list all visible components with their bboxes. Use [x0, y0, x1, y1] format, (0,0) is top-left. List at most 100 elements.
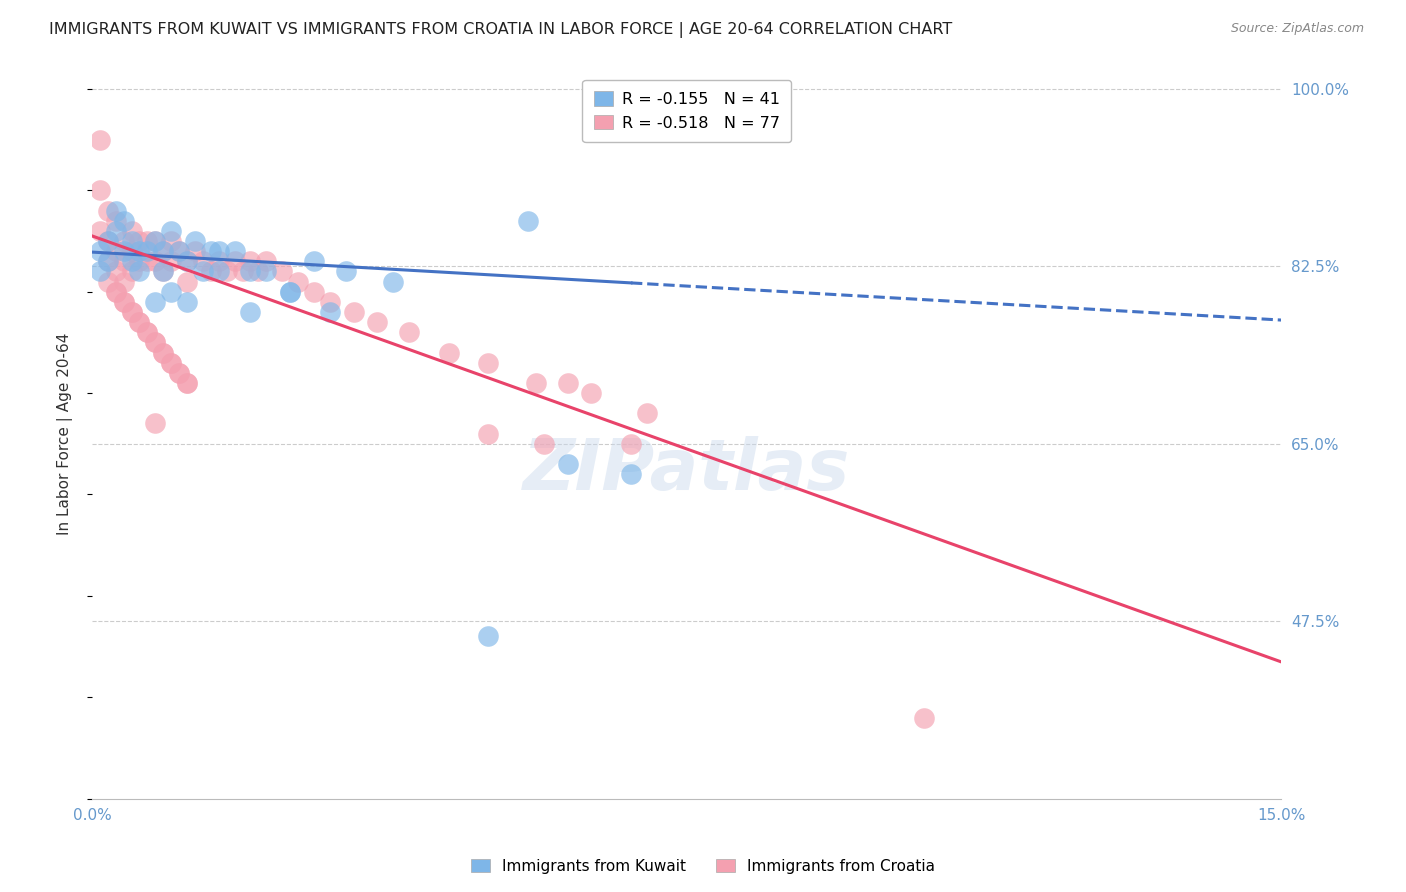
Point — [477, 630, 499, 644]
Point — [200, 244, 222, 258]
Point — [278, 285, 301, 299]
Point — [176, 254, 198, 268]
Legend: R = -0.155   N = 41, R = -0.518   N = 77: R = -0.155 N = 41, R = -0.518 N = 77 — [582, 80, 792, 142]
Point — [128, 315, 150, 329]
Point — [97, 234, 120, 248]
Point — [121, 264, 143, 278]
Y-axis label: In Labor Force | Age 20-64: In Labor Force | Age 20-64 — [58, 333, 73, 535]
Point — [121, 254, 143, 268]
Point — [136, 325, 159, 339]
Point — [143, 417, 166, 431]
Text: Source: ZipAtlas.com: Source: ZipAtlas.com — [1230, 22, 1364, 36]
Text: ZIPatlas: ZIPatlas — [523, 435, 851, 505]
Point — [152, 264, 174, 278]
Point — [104, 224, 127, 238]
Point — [128, 264, 150, 278]
Text: IMMIGRANTS FROM KUWAIT VS IMMIGRANTS FROM CROATIA IN LABOR FORCE | AGE 20-64 COR: IMMIGRANTS FROM KUWAIT VS IMMIGRANTS FRO… — [49, 22, 952, 38]
Point — [143, 335, 166, 350]
Point — [112, 294, 135, 309]
Point — [143, 234, 166, 248]
Point — [247, 264, 270, 278]
Point — [208, 244, 231, 258]
Point — [128, 244, 150, 258]
Point — [477, 356, 499, 370]
Point — [89, 183, 111, 197]
Point — [97, 234, 120, 248]
Point — [912, 711, 935, 725]
Point — [208, 264, 231, 278]
Point — [97, 254, 120, 268]
Point — [152, 345, 174, 359]
Point — [184, 234, 207, 248]
Point — [160, 356, 183, 370]
Point — [128, 254, 150, 268]
Point — [152, 345, 174, 359]
Point — [278, 285, 301, 299]
Point — [287, 275, 309, 289]
Point — [97, 254, 120, 268]
Point — [112, 234, 135, 248]
Point — [160, 356, 183, 370]
Point — [121, 224, 143, 238]
Point — [128, 315, 150, 329]
Point — [524, 376, 547, 390]
Point — [112, 213, 135, 227]
Point — [152, 244, 174, 258]
Point — [533, 437, 555, 451]
Point — [89, 224, 111, 238]
Point — [342, 305, 364, 319]
Point — [112, 275, 135, 289]
Point — [191, 264, 214, 278]
Point — [271, 264, 294, 278]
Point — [89, 132, 111, 146]
Point — [128, 234, 150, 248]
Point — [636, 406, 658, 420]
Point — [224, 254, 246, 268]
Point — [152, 244, 174, 258]
Point — [239, 264, 262, 278]
Point — [152, 264, 174, 278]
Point — [136, 234, 159, 248]
Point — [176, 275, 198, 289]
Point — [121, 244, 143, 258]
Point — [136, 244, 159, 258]
Point — [167, 366, 190, 380]
Point — [97, 275, 120, 289]
Point — [121, 305, 143, 319]
Point — [143, 234, 166, 248]
Point — [620, 437, 643, 451]
Point — [366, 315, 388, 329]
Point — [176, 294, 198, 309]
Point — [89, 244, 111, 258]
Point — [136, 325, 159, 339]
Point — [160, 254, 183, 268]
Point — [184, 244, 207, 258]
Point — [176, 376, 198, 390]
Point — [302, 285, 325, 299]
Point — [97, 203, 120, 218]
Point — [104, 285, 127, 299]
Point — [160, 285, 183, 299]
Point — [215, 264, 238, 278]
Point — [191, 254, 214, 268]
Point — [382, 275, 405, 289]
Point — [232, 264, 254, 278]
Point — [581, 386, 603, 401]
Point — [437, 345, 460, 359]
Point — [104, 213, 127, 227]
Point — [224, 244, 246, 258]
Point — [302, 254, 325, 268]
Point — [104, 244, 127, 258]
Point — [319, 305, 342, 319]
Point — [136, 254, 159, 268]
Point — [254, 264, 277, 278]
Point — [620, 467, 643, 482]
Point — [239, 305, 262, 319]
Point — [104, 203, 127, 218]
Point — [143, 254, 166, 268]
Point — [112, 254, 135, 268]
Point — [89, 264, 111, 278]
Point — [208, 254, 231, 268]
Point — [176, 254, 198, 268]
Point — [112, 244, 135, 258]
